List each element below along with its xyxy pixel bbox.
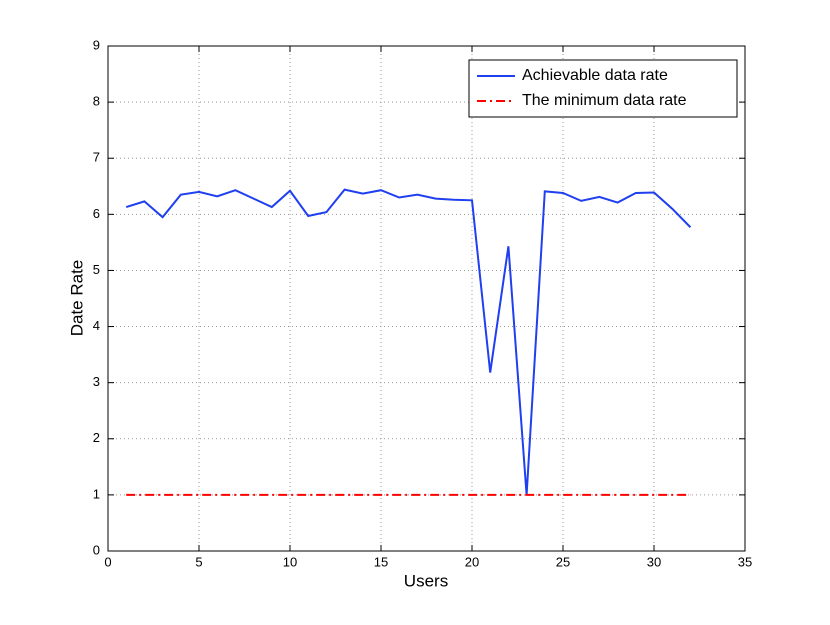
x-tick-label: 30 <box>647 554 661 569</box>
x-tick-label: 35 <box>738 554 752 569</box>
x-axis-label: Users <box>404 571 448 590</box>
legend-label: The minimum data rate <box>522 92 687 109</box>
y-tick-label: 5 <box>93 262 100 277</box>
y-axis-label: Date Rate <box>67 260 86 337</box>
x-tick-label: 10 <box>283 554 297 569</box>
x-tick-label: 25 <box>556 554 570 569</box>
plot-frame <box>107 45 746 552</box>
x-tick-label: 0 <box>104 554 111 569</box>
legend-box <box>468 59 738 118</box>
y-tick-label: 3 <box>93 374 100 389</box>
y-tick-label: 2 <box>93 430 100 445</box>
x-tick-label: 5 <box>195 554 202 569</box>
y-tick-label: 9 <box>93 37 100 52</box>
y-tick-label: 1 <box>93 486 100 501</box>
x-tick-label: 15 <box>374 554 388 569</box>
y-tick-label: 7 <box>93 150 100 165</box>
y-tick-label: 4 <box>93 318 100 333</box>
legend-label: Achievable data rate <box>522 67 668 84</box>
y-tick-label: 0 <box>93 542 100 557</box>
x-tick-label: 20 <box>465 554 479 569</box>
y-tick-label: 6 <box>93 206 100 221</box>
y-tick-label: 8 <box>93 94 100 109</box>
data-line <box>125 188 692 495</box>
